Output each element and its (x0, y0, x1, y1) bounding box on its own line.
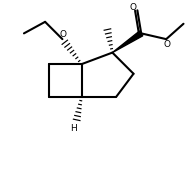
Text: O: O (60, 30, 67, 39)
Polygon shape (112, 31, 143, 53)
Text: H: H (71, 124, 77, 133)
Text: O: O (129, 3, 136, 12)
Text: O: O (163, 40, 170, 49)
